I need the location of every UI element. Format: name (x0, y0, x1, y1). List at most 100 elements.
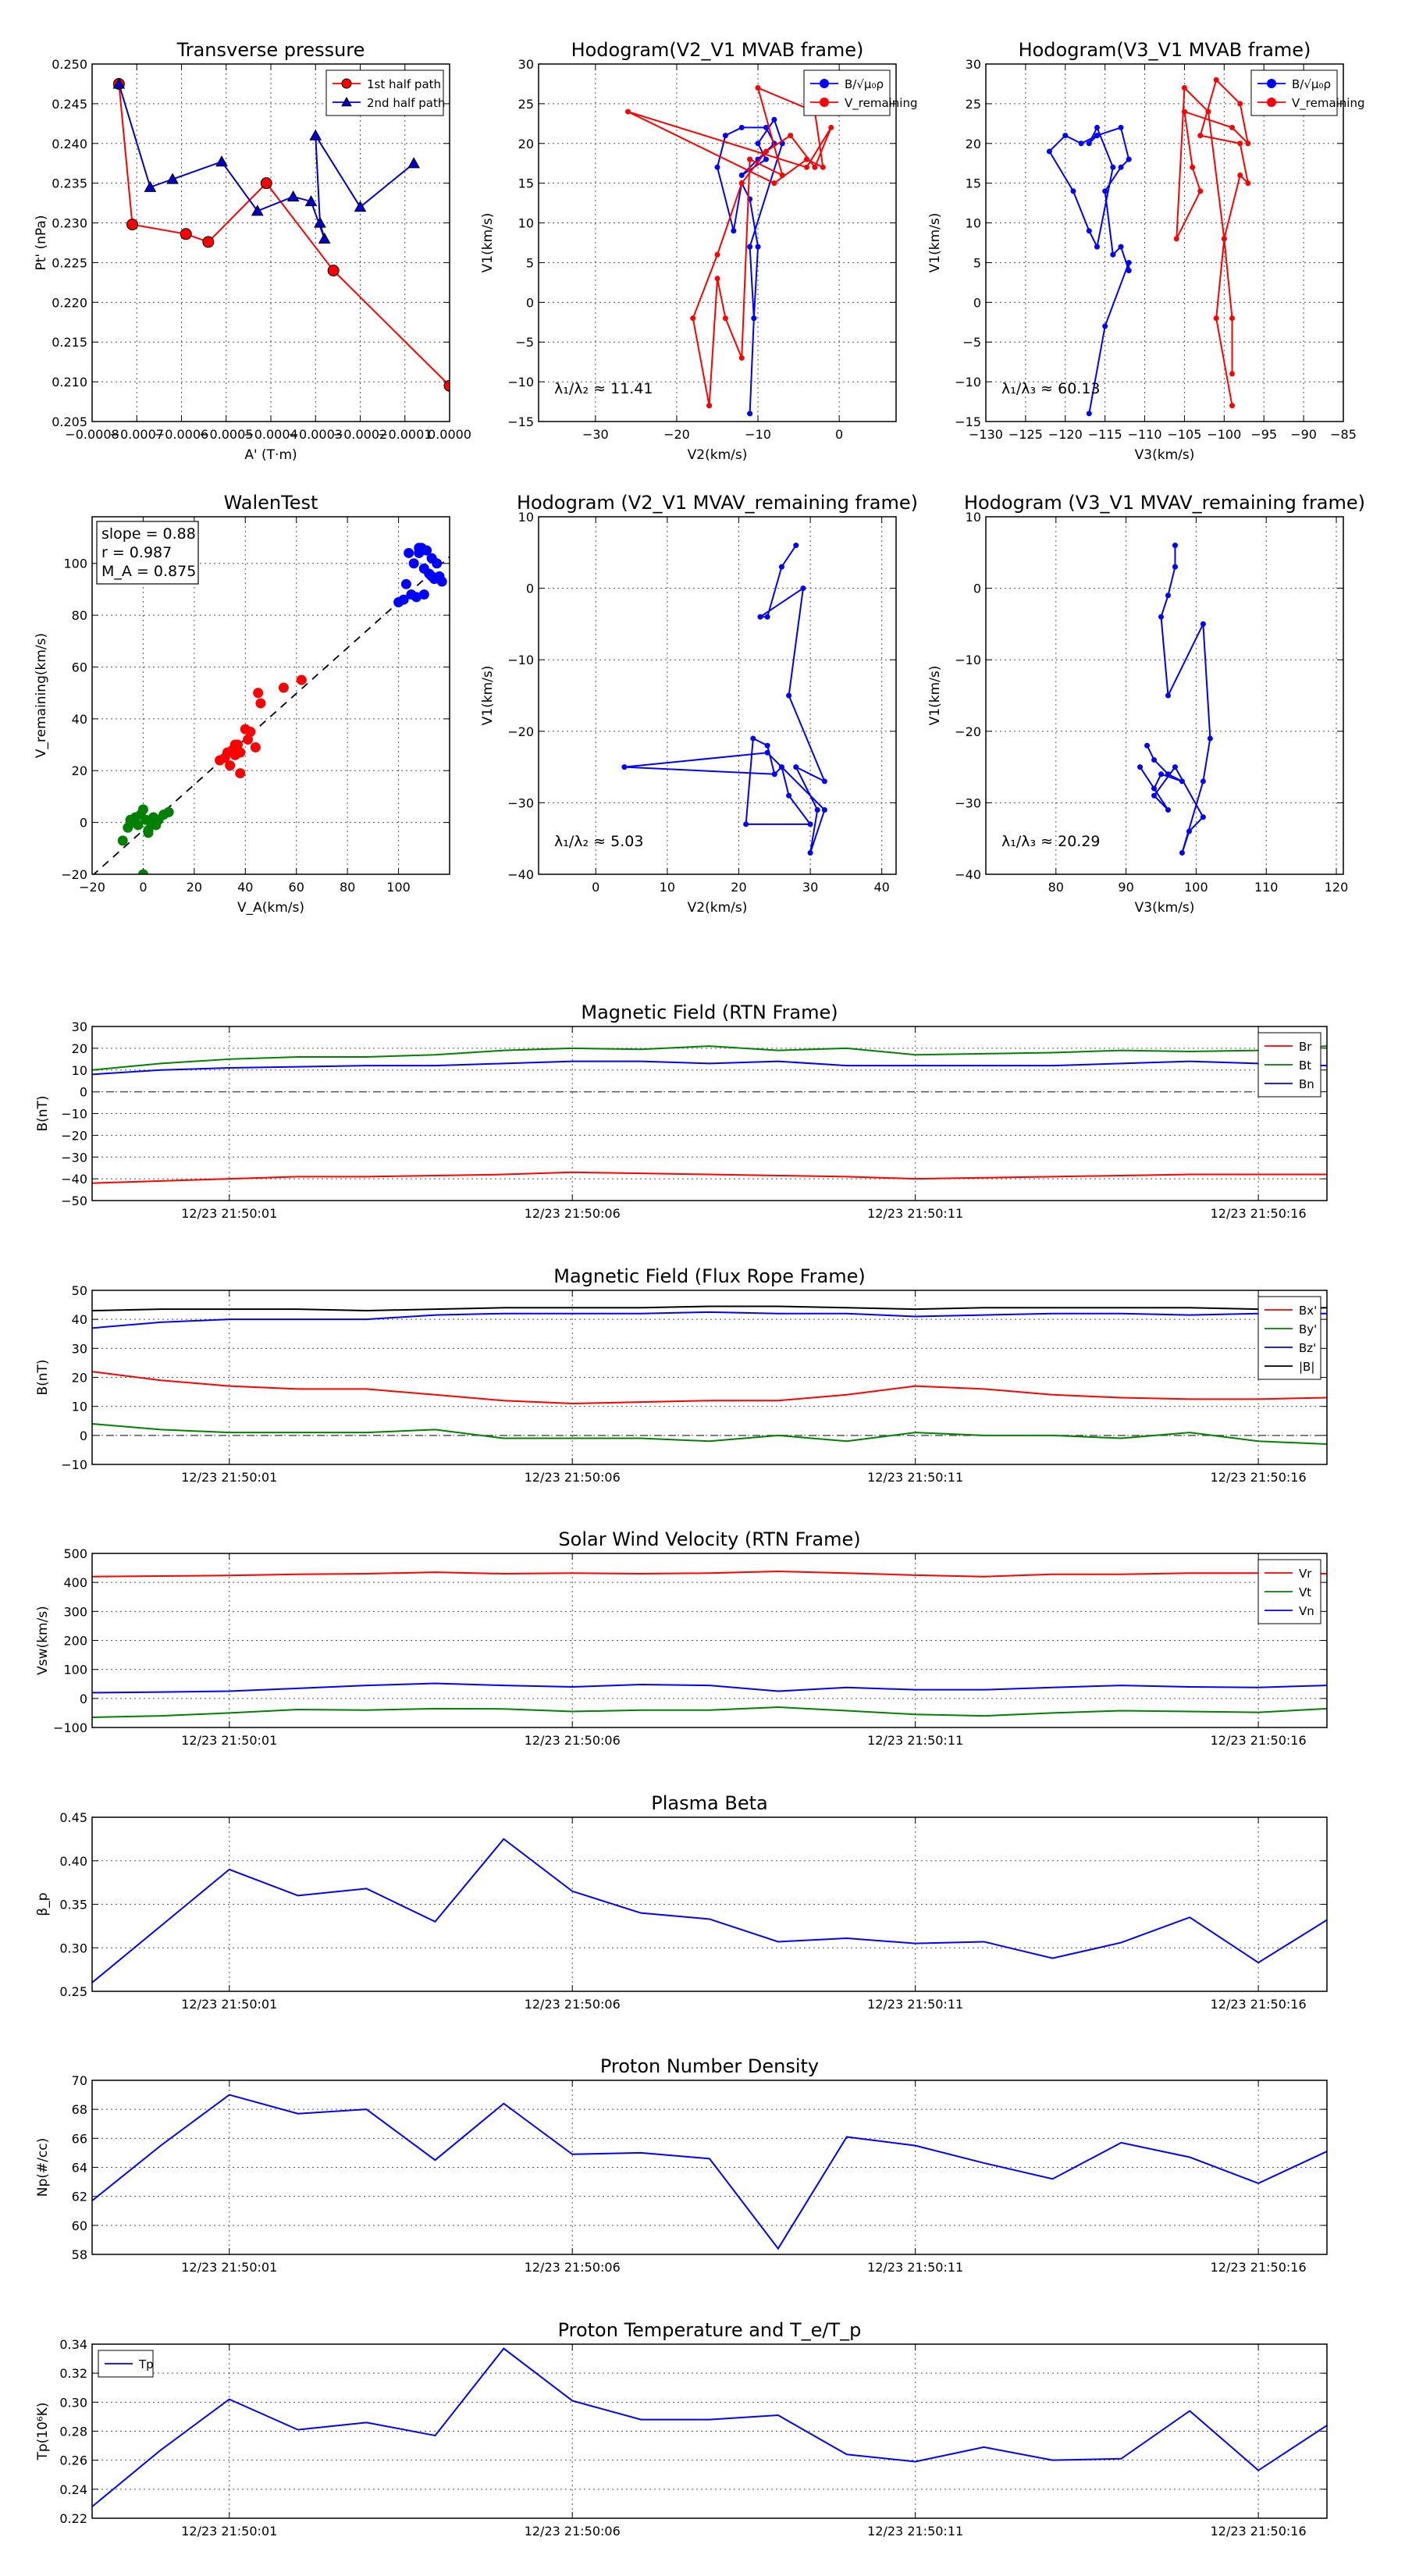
data-point (436, 576, 447, 587)
data-point (1165, 771, 1171, 777)
y-tick-label: −10 (507, 653, 534, 667)
legend: Br Bt Bn (1257, 1032, 1321, 1098)
legend: Tp (98, 2350, 154, 2378)
plot-frame (985, 516, 1344, 875)
y-tick-label: 5 (973, 255, 981, 270)
x-tick-label: −0.0005 (199, 427, 253, 442)
y-tick-label: 0.30 (59, 2395, 87, 2410)
x-tick-label: −115 (1088, 427, 1122, 442)
data-point (255, 698, 266, 709)
plot-frame (538, 63, 897, 422)
y-tick-label: 0.240 (52, 137, 87, 151)
y-tick-label: −40 (955, 867, 981, 882)
x-tick-label: −120 (1048, 427, 1083, 442)
x-tick-label: 0 (592, 880, 599, 895)
x-tick-label: 100 (386, 880, 411, 895)
data-point (714, 276, 720, 282)
data-point (820, 98, 829, 107)
chart-title: Proton Temperature and T_e/T_p (558, 2319, 862, 2341)
x-tick-label: −0.0008 (65, 427, 119, 442)
y-axis-label: V1(km/s) (927, 666, 943, 726)
data-point (404, 547, 414, 558)
chart-plasma_beta: 12/23 21:50:01 12/23 21:50:06 12/23 21:50:… (35, 1792, 1328, 2012)
data-point (1086, 141, 1092, 147)
data-point (411, 592, 422, 603)
x-tick-label: 0.0000 (428, 427, 471, 442)
y-tick-label: −5 (515, 335, 534, 350)
y-tick-label: 0.26 (59, 2453, 87, 2468)
x-tick-label: 0 (139, 880, 147, 895)
x-tick-label: 0 (835, 427, 843, 442)
chart-title: Hodogram (V2_V1 MVAV_remaining frame) (517, 492, 918, 514)
data-point (1237, 101, 1243, 107)
y-tick-label: 66 (72, 2131, 87, 2146)
data-point (738, 124, 745, 130)
data-point (1172, 764, 1178, 770)
data-point (278, 682, 289, 693)
data-point (1245, 180, 1251, 187)
data-point (143, 827, 154, 838)
data-point (341, 96, 352, 107)
y-tick-label: 70 (72, 2073, 87, 2088)
chart-hodogram_v2v1_mvab: −30 −20 −10 0 −15 −10 −5 0 5 10 15 20 25 30 Hodogram(V… (480, 39, 918, 463)
y-tick-label: 0.205 (52, 415, 87, 429)
data-point (1213, 76, 1219, 83)
y-axis-label: V_remaining(km/s) (34, 633, 49, 758)
data-point (260, 177, 272, 190)
x-tick-label: 12/23 21:50:01 (181, 1997, 277, 2012)
x-tick-label: 40 (237, 880, 253, 895)
x-tick-label: 12/23 21:50:06 (525, 1206, 621, 1221)
y-tick-label: 20 (72, 1041, 87, 1056)
data-point (755, 85, 761, 91)
data-point (304, 195, 318, 207)
data-point (253, 688, 264, 699)
data-point (407, 157, 421, 169)
chart-walen_test: −20 0 20 40 60 80 100 −20 0 20 40 60 80 100 WalenTest V… (34, 492, 450, 916)
data-point (1158, 771, 1165, 777)
fit-line (92, 556, 450, 874)
data-point (821, 807, 827, 813)
data-point (426, 571, 437, 582)
data-point (400, 578, 411, 589)
x-tick-label: 80 (340, 880, 355, 895)
y-tick-label: 20 (518, 137, 534, 151)
data-point (1181, 109, 1187, 115)
y-tick-label: 30 (966, 57, 981, 72)
y-tick-label: −20 (955, 724, 981, 739)
plot-area (625, 85, 834, 417)
y-tick-label: −5 (962, 335, 981, 350)
x-tick-label: 12/23 21:50:11 (867, 1206, 963, 1221)
data-point (286, 190, 300, 202)
legend-label: B/√μ₀ρ (845, 77, 884, 91)
y-tick-label: −10 (61, 1107, 87, 1122)
y-tick-label: −20 (507, 724, 534, 739)
y-axis-label: Tp(10⁶K) (35, 2402, 51, 2460)
ratio-annotation: λ₁/λ₂ ≈ 11.41 (554, 380, 653, 397)
plot-area (1137, 543, 1213, 856)
plot-frame (91, 1553, 1328, 1728)
data-point (771, 116, 777, 123)
x-tick-label: 110 (1254, 880, 1279, 895)
legend-label: Br (1299, 1040, 1312, 1054)
data-point (788, 133, 794, 139)
x-tick-label: 12/23 21:50:06 (525, 1470, 621, 1485)
data-point (1102, 323, 1108, 329)
y-tick-label: 0.30 (59, 1941, 87, 1955)
y-axis-label: V1(km/s) (480, 213, 496, 273)
data-point (743, 821, 749, 827)
y-tick-label: 100 (63, 557, 87, 571)
x-axis-label: V3(km/s) (1135, 447, 1195, 463)
data-point (1110, 251, 1116, 258)
y-tick-label: 30 (518, 57, 534, 72)
data-point (1186, 828, 1192, 834)
data-point (714, 164, 720, 170)
data-point (1046, 148, 1052, 155)
series-line-V (1139, 545, 1211, 853)
legend: Bx' By' Bz' |B| (1257, 1296, 1321, 1380)
x-axis-label: V_A(km/s) (237, 900, 304, 916)
x-tick-label: 12/23 21:50:06 (525, 1997, 621, 2012)
data-point (625, 109, 631, 115)
series-line-V_remaining (1176, 78, 1250, 406)
plot-area (621, 543, 827, 856)
